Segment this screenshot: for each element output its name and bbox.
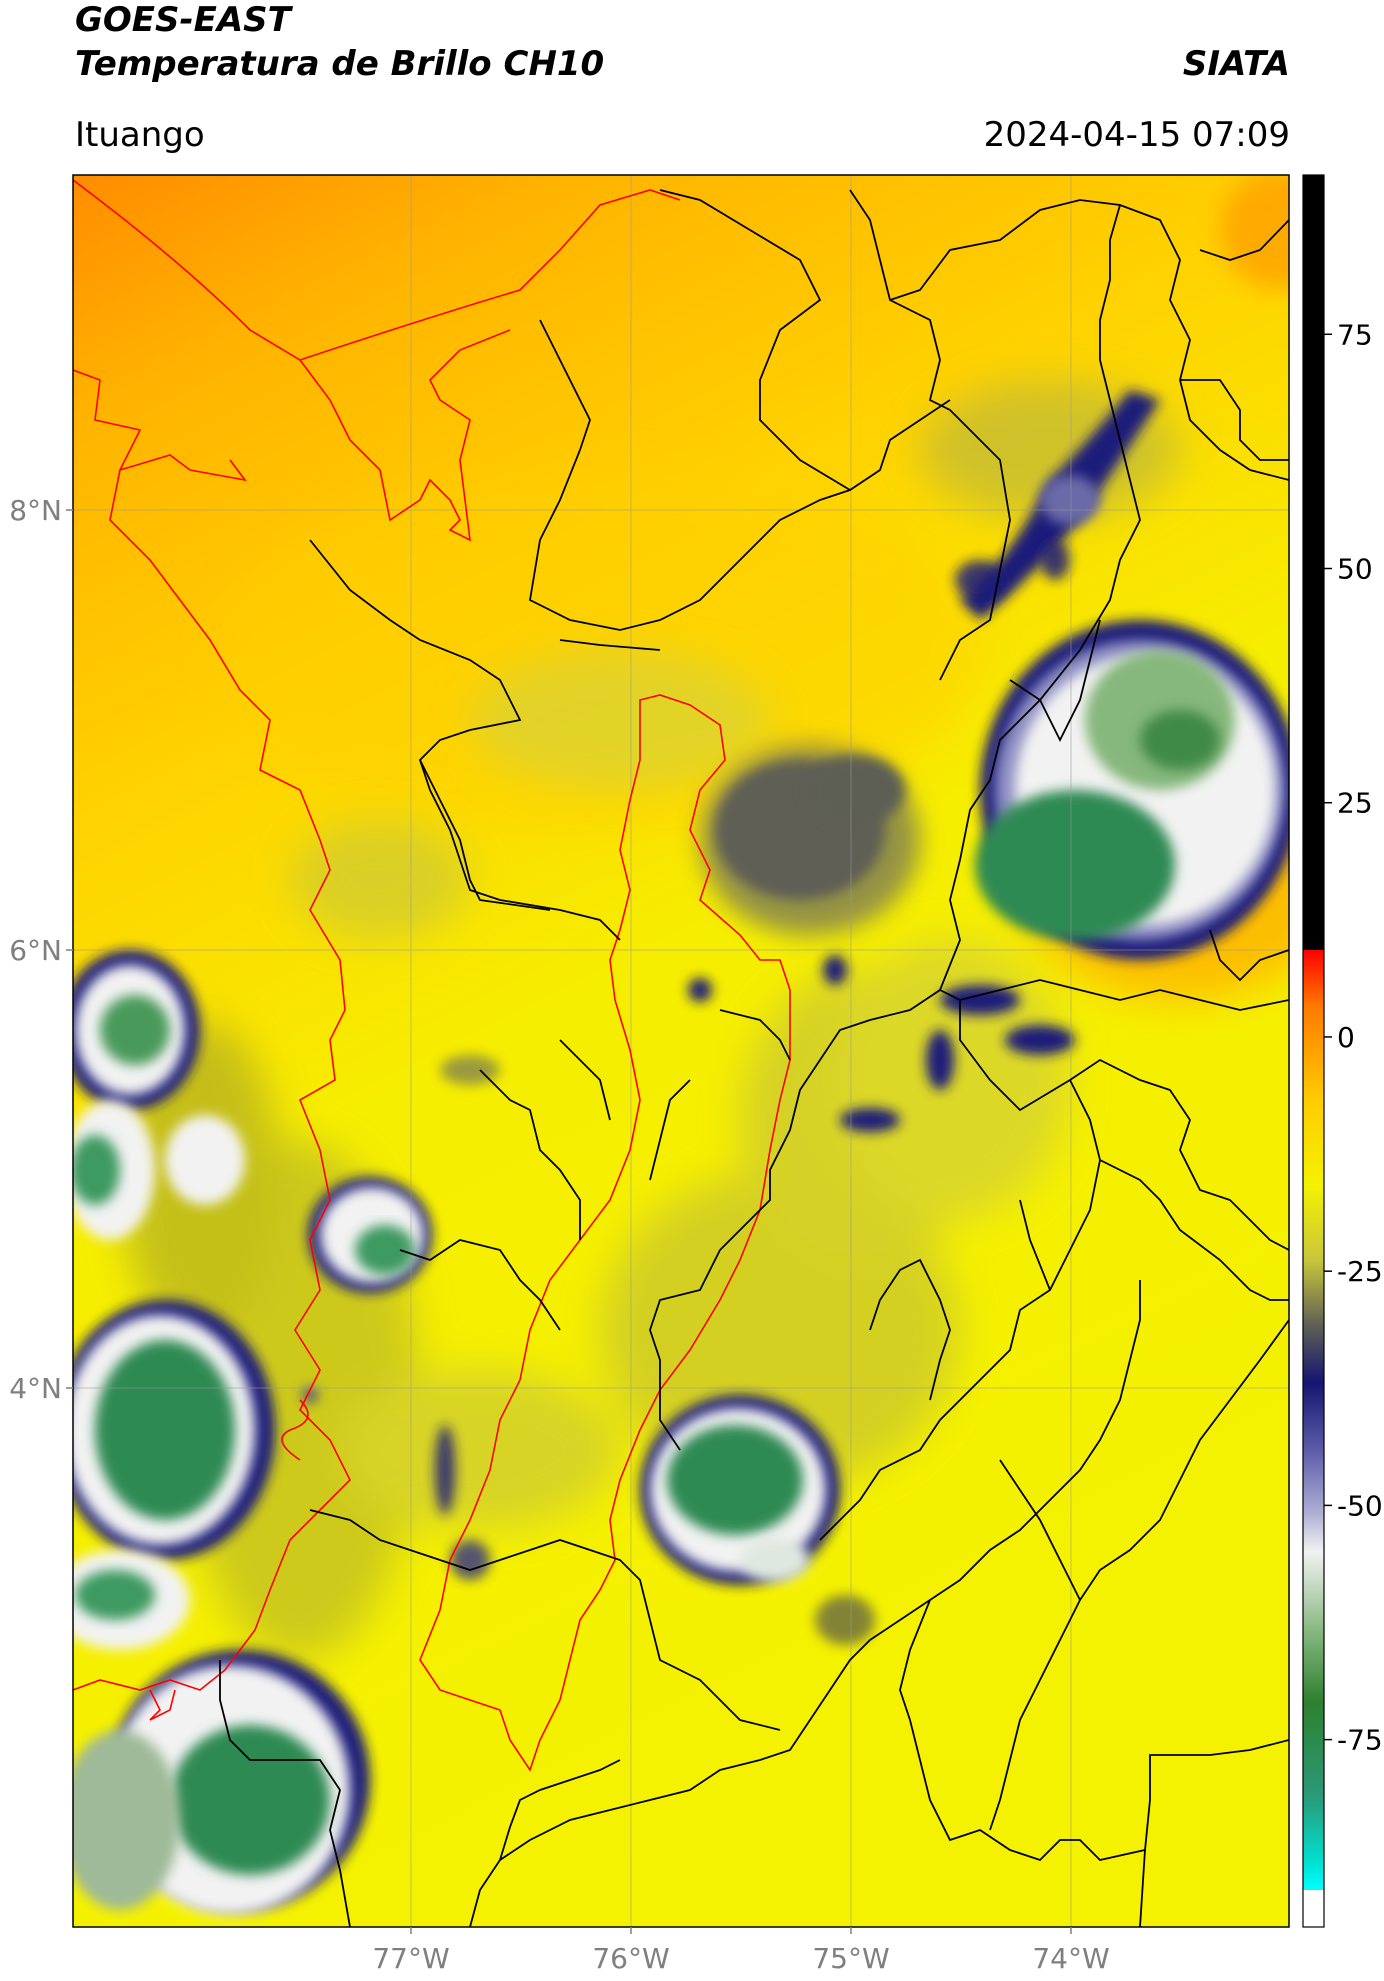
colorbar-tick-label: 0 <box>1337 1021 1355 1054</box>
colorbar: 75 50 25 0 -25 -50 -75 <box>1302 174 1383 1928</box>
colorbar-tick-label: -50 <box>1337 1489 1383 1522</box>
convective-band-north <box>960 390 1160 620</box>
colorbar-frame <box>1302 174 1325 1928</box>
colorbar-tick-label: -25 <box>1337 1255 1383 1288</box>
gray-cloud-center <box>700 745 920 935</box>
colorbar-gradient <box>1303 950 1324 1890</box>
department-borders <box>219 189 1289 1927</box>
product-title: Temperatura de Brillo CH10 <box>75 44 605 84</box>
storm-west-small <box>308 1177 432 1293</box>
small-cells <box>302 540 1070 1645</box>
lat-ticks: 8°N 6°N 4°N <box>9 494 73 1405</box>
lon-ticks: 77°W 76°W 75°W 74°W <box>372 1927 1110 1975</box>
lat-tick-6n: 6°N <box>9 934 62 967</box>
colorbar-tick-label: 75 <box>1337 318 1373 351</box>
lon-tick-77w: 77°W <box>372 1942 449 1975</box>
lon-tick-75w: 75°W <box>812 1942 889 1975</box>
location-label: Ituango <box>75 115 205 155</box>
storm-northeast <box>975 620 1289 960</box>
colorbar-tick-label: -75 <box>1337 1724 1383 1757</box>
storm-south-center <box>640 1395 840 1585</box>
datetime-label: 2024-04-15 07:09 <box>983 115 1290 155</box>
colorbar-tick-label: 50 <box>1337 552 1373 585</box>
organization-label: SIATA <box>1182 44 1290 84</box>
lat-tick-4n: 4°N <box>9 1372 62 1405</box>
convective-band-east <box>688 955 1075 1132</box>
lon-tick-76w: 76°W <box>592 1942 669 1975</box>
lon-tick-74w: 74°W <box>1032 1942 1109 1975</box>
colorbar-black-segment <box>1303 175 1324 950</box>
storm-west-pacific <box>73 950 370 1915</box>
colorbar-white-segment <box>1303 1890 1324 1927</box>
map-frame <box>72 174 1290 1928</box>
coastline <box>73 179 681 1721</box>
map-area <box>73 175 1289 1927</box>
lat-tick-8n: 8°N <box>9 494 62 527</box>
satellite-title: GOES-EAST <box>75 0 291 40</box>
antioquia-boundary <box>419 694 791 1772</box>
colorbar-tick-label: 25 <box>1337 787 1373 820</box>
